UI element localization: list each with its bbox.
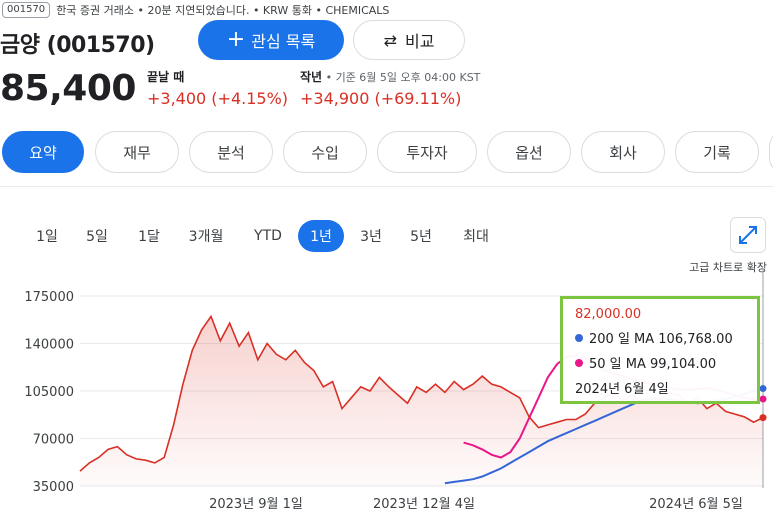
year-change-block: 작년 • 기준 6월 5일 오후 04:00 KST +34,900 (+69.… xyxy=(300,68,480,108)
exchange-info: 한국 증권 거래소 • 20분 지연되었습니다. • KRW 통화 • CHEM… xyxy=(56,4,390,17)
range-3y[interactable]: 3년 xyxy=(360,229,382,245)
ma50-legend-dot xyxy=(575,358,583,367)
ma200-legend-dot xyxy=(575,333,583,342)
compare-button[interactable]: ⇄ 비교 xyxy=(353,20,465,60)
tab-analysis[interactable]: 분석 xyxy=(189,131,273,173)
tab-summary[interactable]: 요약 xyxy=(2,131,84,173)
swap-arrows-icon: ⇄ xyxy=(383,30,397,50)
tooltip-ma200: 200 일 MA 106,768.00 xyxy=(589,332,733,347)
tooltip-ma50: 50 일 MA 99,104.00 xyxy=(589,357,717,372)
y-tick-label: 70000 xyxy=(33,433,74,448)
ma50-end-dot xyxy=(759,395,767,403)
x-tick-label: 2023년 12월 4일 xyxy=(373,497,475,512)
year-change-title: 작년 • 기준 6월 5일 오후 04:00 KST xyxy=(300,70,481,84)
current-price: 85,400 xyxy=(0,68,136,109)
tooltip-ma50-row: 50 일 MA 99,104.00 xyxy=(575,353,745,372)
tab-more-partial[interactable] xyxy=(769,131,773,173)
expand-icon xyxy=(739,226,757,244)
tab-investors[interactable]: 투자자 xyxy=(377,131,477,173)
tooltip-price: 82,000.00 xyxy=(575,307,642,322)
tab-history[interactable]: 기록 xyxy=(675,131,759,173)
chart-tooltip: 82,000.00 200 일 MA 106,768.00 50 일 MA 99… xyxy=(560,296,760,404)
x-tick-label: 2024년 6월 5일 xyxy=(649,497,743,512)
close-change-value: +3,400 (+4.15%) xyxy=(147,89,289,108)
add-to-watchlist-button[interactable]: + 관심 목록 xyxy=(198,20,344,60)
title-row: 금양 (001570) xyxy=(0,22,155,64)
year-change-sub: • 기준 6월 5일 오후 04:00 KST xyxy=(322,71,481,84)
section-divider xyxy=(0,186,773,187)
expand-chart-label: 고급 차트로 확장 xyxy=(689,261,767,274)
price-end-dot xyxy=(759,414,767,422)
tooltip-date: 2024년 6월 4일 xyxy=(575,382,669,397)
y-tick-label: 140000 xyxy=(24,338,74,353)
range-3m[interactable]: 3개월 xyxy=(188,229,224,245)
y-tick-label: 175000 xyxy=(24,290,74,305)
close-change-title: 끝날 때 xyxy=(147,70,185,84)
range-5d[interactable]: 5일 xyxy=(86,229,108,245)
range-1d[interactable]: 1일 xyxy=(36,229,58,245)
info-line: 001570 한국 증권 거래소 • 20분 지연되었습니다. • KRW 통화… xyxy=(0,0,389,20)
compare-label: 비교 xyxy=(404,32,435,51)
plus-icon: + xyxy=(226,27,246,52)
price-area xyxy=(80,316,763,486)
tab-options[interactable]: 옵션 xyxy=(487,131,571,173)
close-change-block: 끝날 때 +3,400 (+4.15%) xyxy=(147,68,288,108)
price-chart[interactable]: 175000 140000 105000 70000 35000 2023년 9월 1일… xyxy=(0,270,773,526)
tooltip-ma200-row: 200 일 MA 106,768.00 xyxy=(575,328,745,347)
x-tick-label: 2023년 9월 1일 xyxy=(209,497,303,512)
y-tick-label: 35000 xyxy=(33,480,74,495)
range-1m[interactable]: 1달 xyxy=(138,229,160,245)
range-1y[interactable]: 1년 xyxy=(298,220,344,252)
watchlist-label: 관심 목록 xyxy=(251,32,316,51)
y-tick-label: 105000 xyxy=(24,385,74,400)
company-name: 금양 (001570) xyxy=(0,33,155,58)
tab-financials[interactable]: 재무 xyxy=(95,131,179,173)
range-max[interactable]: 최대 xyxy=(463,229,489,245)
expand-chart-button[interactable] xyxy=(730,217,766,253)
range-ytd[interactable]: YTD xyxy=(254,228,282,244)
tab-company[interactable]: 회사 xyxy=(581,131,665,173)
ma200-end-dot xyxy=(759,385,767,393)
tab-earnings[interactable]: 수입 xyxy=(283,131,367,173)
ticker-badge: 001570 xyxy=(2,2,51,18)
year-change-value: +34,900 (+69.11%) xyxy=(300,89,462,108)
range-5y[interactable]: 5년 xyxy=(410,229,432,245)
